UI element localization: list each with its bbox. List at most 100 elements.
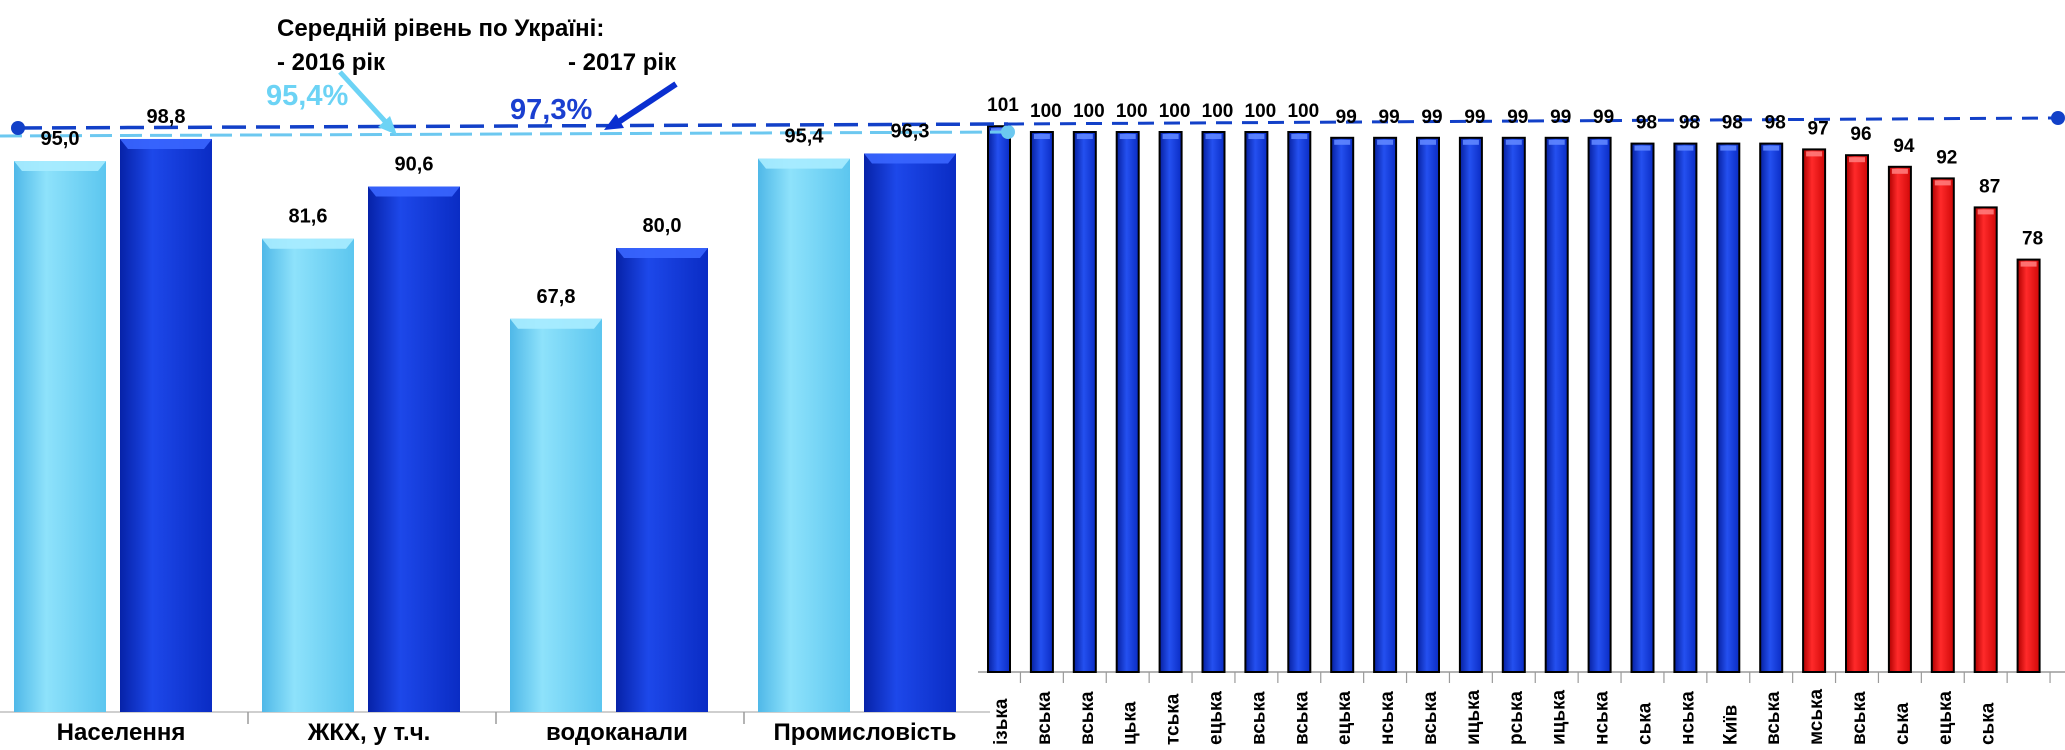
chart2-category-label: ицька [1463,689,1484,745]
chart2-value-label: 99 [1464,107,1485,128]
chart1-bar [510,318,602,712]
chart2-value-label: 101 [987,95,1019,116]
chart2-bar-top [1548,139,1565,145]
chart2-category-label: вська [1763,691,1784,745]
chart2-bar-top [1891,168,1908,174]
chart2-value-label: 99 [1379,107,1400,128]
chart2-category-label: ська [1892,702,1913,745]
chart2-bar [1630,142,1655,674]
chart2-category-label: вська [1291,691,1312,745]
chart1-bar [864,153,956,712]
chart2-bar-top [1076,134,1093,139]
chart2-bar [1501,136,1526,674]
chart2-value-label: 100 [1287,101,1319,122]
chart2-category-label: ська [1635,702,1656,745]
chart2-value-label: 100 [1245,101,1277,122]
chart2-value-label: 100 [1202,101,1234,122]
chart2-value-label: 98 [1636,113,1657,134]
chart2-category-label: ецька [1334,691,1355,745]
chart1-bar-top [510,318,602,329]
chart2-value-label: 96 [1850,124,1871,145]
chart1-bar [14,161,106,712]
chart2-value-label: 78 [2022,229,2043,250]
labels-layer: 95,0 98,8 Населення 81,6 90,6 ЖКХ, у т.ч. 67,8… [41,95,2044,746]
chart2-bar-top [1849,157,1865,163]
chart2-bar-top [1248,134,1265,139]
chart2-value-label: 99 [1550,107,1571,128]
chart2-category-label: нська [1592,691,1613,745]
chart2-bar [1201,131,1226,673]
chart2-bar-top [1763,145,1780,151]
chart2-category-label: вська [1034,691,1055,745]
chart1-data-label: 80,0 [643,215,682,237]
annotation-label-2016: - 2016 рік [277,49,386,76]
chart2-bar-top [1334,139,1351,145]
chart2-bar [1072,131,1097,673]
chart1-bar [616,248,708,712]
chart2-bar [1330,136,1355,674]
chart1-bar-top [14,161,106,171]
average-line-2017-marker-right [2051,111,2065,125]
chart2-category-label: вська [1077,691,1098,745]
chart2-bar [1544,136,1569,674]
average-line-2016 [0,130,1009,138]
chart2-category-label: рська [1506,691,1527,745]
chart2-category-label: вська [1849,691,1870,745]
chart2-bar [1673,142,1698,674]
chart2-value-label: 94 [1893,136,1915,157]
chart2-bar [1287,131,1312,673]
chart2-category-label: ицька [1549,689,1570,745]
chart2-category-label: ська [1978,702,1999,745]
chart2-value-label: 100 [1116,101,1148,122]
average-line-2016-marker [1001,125,1015,139]
average-lines-layer [0,111,2065,139]
chart1-data-label: 81,6 [289,206,328,228]
chart2-bar-top [1291,134,1308,139]
chart2-value-label: 98 [1722,113,1743,134]
chart2-bar [987,125,1011,673]
chart2-bar [1887,165,1912,674]
chart2-bar [1029,131,1054,673]
chart2-bar-top [2020,261,2037,267]
chart2-category-label: ізька [991,698,1012,745]
chart2-category-label: вська [1248,691,1269,745]
chart2-bar [2016,258,2041,673]
annotation-value-2016: 95,4% [266,80,348,112]
chart2-bar-top [1462,139,1479,145]
chart2-category-label: мська [1806,688,1827,745]
chart1-bar-top [262,238,354,249]
annotation-layer: Середній рівень по Україні: - 2016 рік -… [266,15,678,135]
chart2-bar-top [1634,145,1651,151]
chart2-bar [1416,136,1440,674]
chart2-bar [1158,131,1183,673]
chart2-bar [1802,148,1827,673]
chart1-bar-top [368,186,460,197]
chart1-data-label: 90,6 [395,154,434,176]
chart2-bar [1716,142,1741,674]
chart1-bar [262,238,354,712]
chart1-data-label: 95,4 [785,126,825,148]
chart1-data-label: 95,0 [41,128,80,150]
chart2-bar-top [1162,134,1179,139]
chart2-value-label: 100 [1159,101,1191,122]
chart2-value-label: 92 [1936,147,1957,168]
chart2-category-label: цька [1120,701,1141,745]
arrow-head-2017-icon [604,114,624,130]
chart2-value-label: 87 [1979,176,2000,197]
chart2-bar [1587,136,1612,674]
chart2-bar [1115,131,1140,673]
chart2-category-label: вська [1420,691,1441,745]
chart2-bar [1973,206,1998,673]
chart1-data-label: 96,3 [891,120,930,142]
chart2-value-label: 99 [1421,107,1442,128]
chart2-bar-top [1205,134,1222,139]
chart2-category-label: нська [1677,691,1698,745]
chart2-bar [1244,131,1269,673]
average-line-2017-marker-left [11,121,25,135]
chart2-value-label: 99 [1336,107,1357,128]
chart1-category-label: водоканали [546,719,688,745]
chart2-category-label: нська [1377,691,1398,745]
chart1-bar [758,158,850,712]
bars-layer [14,125,2041,712]
annotation-arrow-2016 [338,70,395,132]
